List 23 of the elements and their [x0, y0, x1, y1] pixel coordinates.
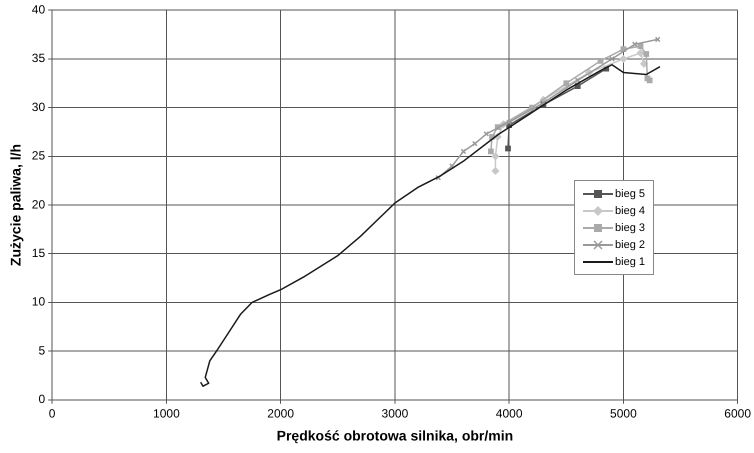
- x-tick-label: 0: [48, 406, 56, 420]
- x-tick-label: 2000: [267, 406, 294, 420]
- legend-label: bieg 4: [615, 204, 645, 216]
- x-tick-label: 3000: [382, 406, 409, 420]
- y-tick-label: 35: [32, 51, 46, 66]
- y-tick-label: 25: [32, 148, 46, 163]
- y-tick-label: 10: [32, 294, 46, 309]
- y-axis-title: Zużycie paliwa, l/h: [7, 144, 24, 266]
- y-tick-label: 15: [32, 246, 46, 260]
- y-tick-label: 20: [32, 197, 46, 212]
- x-tick-label: 5000: [610, 406, 638, 420]
- y-tick-label: 5: [38, 343, 46, 358]
- x-tick-label: 6000: [724, 406, 752, 420]
- legend-label: bieg 1: [615, 256, 645, 268]
- legend-label: bieg 2: [615, 238, 645, 250]
- x-tick-label: 4000: [496, 406, 523, 420]
- y-tick-label: 0: [38, 392, 46, 406]
- legend-label: bieg 3: [615, 222, 645, 234]
- y-tick-label: 30: [32, 100, 46, 114]
- y-tick-label: 40: [32, 2, 46, 17]
- x-tick-label: 1000: [153, 406, 180, 420]
- x-axis-title: Prędkość obrotowa silnika, obr/min: [276, 427, 514, 444]
- legend-label: bieg 5: [615, 188, 645, 200]
